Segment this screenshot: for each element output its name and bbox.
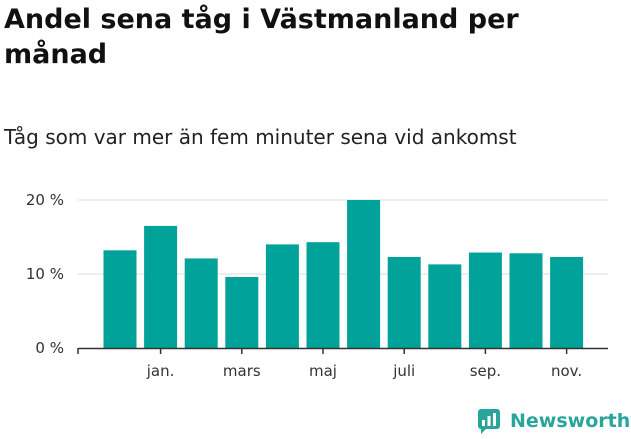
bar-maj — [306, 242, 340, 348]
bar-jan. — [144, 225, 178, 348]
bar-dec. — [103, 250, 137, 348]
chart-title: Andel sena tåg i Västmanland per månad — [4, 4, 519, 70]
x-tick-label: jan. — [146, 362, 175, 380]
bar-mars — [225, 276, 259, 348]
bar-okt. — [509, 253, 543, 348]
bar-juni — [347, 200, 381, 348]
bar-aug. — [428, 264, 462, 348]
brand-name: Newsworthy — [510, 410, 631, 432]
chart-subtitle: Tåg som var mer än fem minuter sena vid … — [4, 125, 517, 149]
x-tick-label: juli — [392, 362, 415, 380]
bar-chart: 0 % 10 % 20 % jan. mars maj juli sep. nov. — [26, 191, 608, 380]
x-tick-label: sep. — [470, 362, 501, 380]
x-tick-label: maj — [309, 362, 337, 380]
bar-nov. — [550, 256, 584, 348]
y-tick-labels: 0 % 10 % 20 % — [26, 191, 64, 357]
x-axis — [77, 347, 608, 354]
x-tick-label: nov. — [551, 362, 582, 380]
bar-feb. — [184, 258, 218, 348]
x-tick-labels: jan. mars maj juli sep. nov. — [146, 362, 582, 380]
y-tick-label: 0 % — [35, 339, 64, 357]
y-tick-label: 10 % — [26, 265, 64, 283]
bar-juli — [387, 256, 421, 348]
newsworthy-logo-icon — [478, 409, 500, 434]
bar-apr. — [265, 244, 299, 348]
x-tick-label: mars — [223, 362, 261, 380]
bars — [103, 200, 584, 348]
bar-sep. — [468, 252, 502, 348]
y-tick-label: 20 % — [26, 191, 64, 209]
newsworthy-brand: Newsworthy — [476, 407, 631, 435]
